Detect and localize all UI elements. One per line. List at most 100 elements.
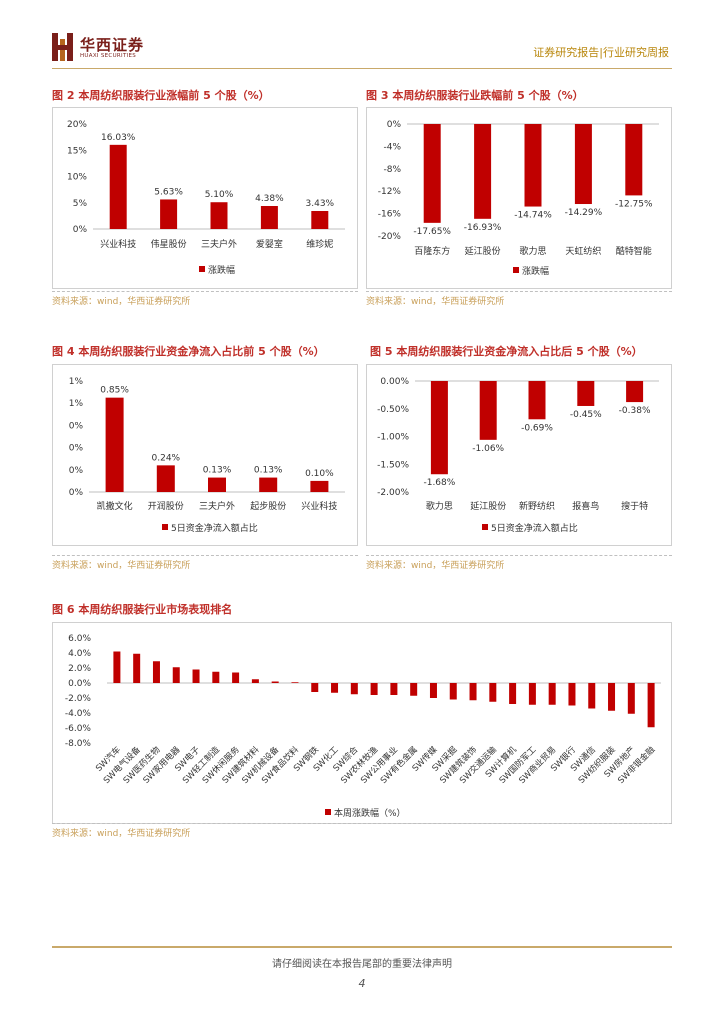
fig3-ytick-label: -12% xyxy=(378,187,402,197)
fig2-data-label: 4.38% xyxy=(255,194,284,204)
report-type: 证券研究报告|行业研究周报 xyxy=(533,46,669,59)
fig6-legend-label: 本周涨跌幅（%） xyxy=(334,807,406,819)
fig6-bar xyxy=(251,679,259,683)
fig6-bar xyxy=(509,683,517,704)
fig4-category-label: 起步股份 xyxy=(250,500,286,512)
fig6-legend-swatch xyxy=(325,809,331,815)
fig5-ytick-label: -1.00% xyxy=(377,433,409,443)
fig4-source: 资料来源：wind，华西证券研究所 xyxy=(52,561,191,571)
fig3-data-label: -16.93% xyxy=(464,223,502,233)
fig5-ytick-label: -0.50% xyxy=(377,405,409,415)
fig6-source-divider xyxy=(52,823,672,824)
footer-disclaimer: 请仔细阅读在本报告尾部的重要法律声明 xyxy=(272,959,452,970)
fig3-source: 资料来源：wind，华西证券研究所 xyxy=(366,297,505,307)
fig6-panel: 6.0% 4.0% 2.0% 0.0% -2.0% -4.0% -6.0% -8.0% SW汽车… xyxy=(52,622,672,824)
fig2-legend-label: 涨跌幅 xyxy=(208,264,235,276)
fig3-ytick-label: -4% xyxy=(383,142,401,152)
fig2-ytick-label: 0% xyxy=(73,225,88,235)
fig4-legend-swatch xyxy=(162,524,168,530)
fig3-ytick-label: 0% xyxy=(387,120,402,130)
fig3-ytick-label: -16% xyxy=(378,210,402,220)
fig2-source-divider xyxy=(52,291,358,292)
page-number: 4 xyxy=(358,977,366,990)
fig2-data-label: 3.43% xyxy=(306,199,335,209)
fig5-data-label: -0.45% xyxy=(570,410,602,420)
brand-name-en: HUAXI SECURITIES xyxy=(80,53,137,59)
fig3-source-divider xyxy=(366,291,672,292)
fig6-bar xyxy=(647,683,655,728)
fig4-data-label: 0.10% xyxy=(305,469,334,479)
fig4-bar xyxy=(208,477,226,492)
fig3-category-label: 延江股份 xyxy=(465,245,501,257)
fig4-ytick-label: 1% xyxy=(69,377,84,387)
fig6-bar xyxy=(548,683,556,705)
fig2-title: 图 2 本周纺织服装行业涨幅前 5 个股（%） xyxy=(52,89,270,102)
fig5-data-label: -1.06% xyxy=(472,444,504,454)
fig2-category-label: 伟星股份 xyxy=(151,238,187,250)
fig6-bar xyxy=(311,683,319,692)
fig4-bar xyxy=(259,477,278,492)
fig3-data-label: -12.75% xyxy=(615,199,653,209)
fig5-bar xyxy=(577,381,595,406)
fig6-ytick-label: -6.0% xyxy=(65,724,92,734)
fig6-bar xyxy=(627,683,635,714)
fig6-bar xyxy=(271,681,279,683)
fig3-legend-swatch xyxy=(513,267,519,273)
fig3-bar xyxy=(524,124,542,207)
fig4-category-label: 开润股份 xyxy=(148,500,184,512)
fig4-source-divider xyxy=(52,555,358,556)
fig4-data-label: 0.24% xyxy=(152,453,181,463)
fig5-legend-swatch xyxy=(482,524,488,530)
fig3-category-label: 天虹纺织 xyxy=(565,245,601,257)
fig4-legend-label: 5日资金净流入额占比 xyxy=(171,522,258,534)
fig5-category-label: 歌力思 xyxy=(426,500,453,512)
fig4-category-label: 兴业科技 xyxy=(301,500,337,512)
fig3-category-label: 歌力思 xyxy=(519,245,546,257)
fig4-category-label: 三夫户外 xyxy=(199,500,235,512)
fig2-category-label: 爱婴室 xyxy=(256,238,283,250)
fig2-ytick-label: 10% xyxy=(67,173,87,183)
fig5-bar xyxy=(430,381,448,475)
fig4-bar xyxy=(310,480,329,492)
fig4-title: 图 4 本周纺织服装行业资金净流入占比前 5 个股（%） xyxy=(52,345,325,358)
fig3-data-label: -14.74% xyxy=(514,211,552,221)
brand-name-cn: 华西证券 xyxy=(80,36,145,54)
fig4-ytick-label: 1% xyxy=(69,399,84,409)
fig6-ytick-label: 2.0% xyxy=(68,664,91,674)
fig6-bar xyxy=(192,669,200,683)
fig6-bar xyxy=(429,683,437,698)
fig2-bar xyxy=(160,199,178,229)
fig5-chart: 0.00% -0.50% -1.00% -1.50% -2.00% -1.68% 歌力思 -1… xyxy=(377,377,659,534)
fig4-panel: 0% 0% 0% 0% 1% 1% 0.85% 凯撒文化 0.24% 开润股份 0.13% 三夫户外 0… xyxy=(52,364,358,546)
fig3-bar xyxy=(574,124,592,205)
fig2-ytick-label: 15% xyxy=(67,146,87,156)
fig4-ytick-label: 0% xyxy=(69,488,84,498)
fig3-panel: 0% -4% -8% -12% -16% -20% -17.65% 百隆东方 -16.93% 延江… xyxy=(366,107,672,289)
fig2-panel: 0% 5% 10% 15% 20% 16.03% 兴业科技 5.63% 伟星股份 5.10% 三夫户… xyxy=(52,107,358,289)
fig6-ytick-label: 0.0% xyxy=(68,679,91,689)
fig6-bar xyxy=(528,683,536,705)
fig6-bar xyxy=(489,683,497,702)
fig5-bar xyxy=(479,381,497,440)
fig6-source: 资料来源：wind，华西证券研究所 xyxy=(52,829,191,839)
fig2-ytick-label: 5% xyxy=(73,199,88,209)
fig4-data-label: 0.85% xyxy=(100,386,129,396)
fig5-ytick-label: -2.00% xyxy=(377,488,409,498)
fig3-bar xyxy=(474,124,492,219)
fig5-source-divider xyxy=(366,555,672,556)
fig4-data-label: 0.13% xyxy=(203,466,232,476)
fig2-bar xyxy=(109,144,127,229)
fig4-data-label: 0.13% xyxy=(254,466,283,476)
fig6-ytick-label: 6.0% xyxy=(68,634,91,644)
fig5-bar xyxy=(626,381,644,403)
fig5-data-label: -0.69% xyxy=(521,423,553,433)
fig6-bar xyxy=(370,683,378,695)
fig2-bar xyxy=(210,202,228,229)
fig6-bar xyxy=(152,661,160,683)
fig3-bar xyxy=(423,124,441,223)
fig5-panel: 0.00% -0.50% -1.00% -1.50% -2.00% -1.68% 歌力思 -1… xyxy=(366,364,672,546)
footer-divider xyxy=(52,946,672,948)
fig3-title: 图 3 本周纺织服装行业跌幅前 5 个股（%） xyxy=(366,89,584,102)
huaxi-logo-icon xyxy=(52,33,73,61)
fig2-bar xyxy=(260,206,278,229)
